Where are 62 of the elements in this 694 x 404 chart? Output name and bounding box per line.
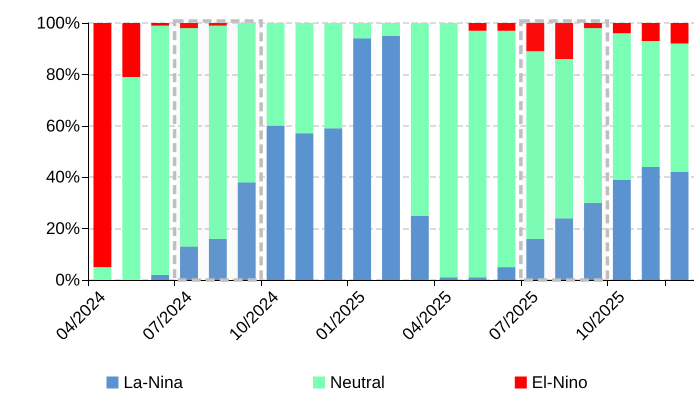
bar bbox=[295, 134, 314, 280]
bar bbox=[151, 23, 170, 26]
bar bbox=[122, 23, 140, 77]
bar bbox=[208, 23, 227, 26]
bar bbox=[93, 23, 112, 268]
bar bbox=[670, 23, 689, 44]
bar bbox=[497, 23, 516, 31]
bar bbox=[670, 44, 689, 172]
bar bbox=[382, 36, 400, 280]
bar bbox=[410, 216, 429, 280]
bar bbox=[440, 23, 458, 278]
bar bbox=[208, 26, 227, 239]
y-tick-label: 80% bbox=[46, 64, 80, 84]
bar bbox=[180, 246, 198, 280]
bar bbox=[238, 182, 256, 280]
bar bbox=[642, 40, 660, 167]
bar bbox=[151, 274, 170, 280]
bar bbox=[555, 23, 574, 59]
bar bbox=[526, 23, 544, 52]
bar bbox=[382, 23, 400, 36]
bar bbox=[555, 218, 574, 280]
legend-label: La-Nina bbox=[123, 373, 184, 392]
bar bbox=[642, 23, 660, 41]
bar bbox=[180, 28, 198, 247]
bar bbox=[93, 267, 112, 280]
bar bbox=[468, 23, 487, 31]
y-tick-label: 60% bbox=[46, 116, 80, 136]
bar bbox=[497, 267, 516, 280]
bar bbox=[670, 172, 689, 280]
bar bbox=[555, 58, 574, 218]
bar bbox=[266, 23, 285, 126]
bar bbox=[151, 26, 170, 275]
bar bbox=[266, 126, 285, 280]
bar bbox=[612, 33, 631, 180]
bar bbox=[353, 23, 372, 38]
bar bbox=[440, 277, 458, 280]
bar bbox=[180, 23, 198, 28]
bar bbox=[584, 28, 602, 203]
bar bbox=[353, 38, 372, 280]
bar bbox=[295, 23, 314, 134]
legend-label: El-Nino bbox=[532, 373, 588, 392]
bar bbox=[468, 277, 487, 280]
bar bbox=[612, 23, 631, 34]
bar bbox=[122, 76, 140, 280]
bar bbox=[526, 238, 544, 280]
bar bbox=[497, 30, 516, 268]
bar bbox=[584, 23, 602, 28]
bar bbox=[324, 23, 342, 128]
bar bbox=[238, 23, 256, 182]
bar bbox=[208, 238, 227, 280]
bar bbox=[468, 30, 487, 278]
bar bbox=[526, 51, 544, 239]
bar bbox=[642, 166, 660, 280]
y-tick-label: 100% bbox=[36, 14, 80, 32]
y-tick-label: 20% bbox=[46, 219, 80, 238]
legend-label: Neutral bbox=[330, 373, 385, 392]
y-tick-label: 40% bbox=[46, 168, 80, 187]
y-tick-label: 0% bbox=[55, 270, 80, 290]
bar bbox=[612, 180, 631, 280]
bar bbox=[324, 128, 342, 280]
bar bbox=[410, 23, 429, 216]
bar bbox=[584, 202, 602, 280]
